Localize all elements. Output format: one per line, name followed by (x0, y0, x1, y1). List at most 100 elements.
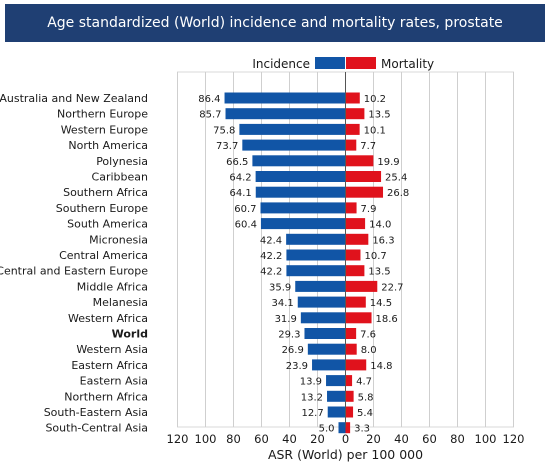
value-label-mortality: 5.8 (358, 392, 374, 403)
bar-incidence (307, 343, 346, 355)
bar-mortality (345, 390, 354, 402)
bar-mortality (345, 139, 357, 151)
value-label-mortality: 10.2 (364, 94, 386, 105)
category-label: South-Central Asia (45, 422, 148, 435)
value-label-mortality: 26.8 (387, 188, 409, 199)
bar-mortality (345, 328, 357, 339)
value-label-incidence: 42.2 (260, 267, 282, 278)
bar-incidence (286, 249, 346, 261)
value-label-mortality: 25.4 (385, 173, 407, 184)
value-label-incidence: 60.4 (235, 220, 257, 231)
value-label-incidence: 23.9 (286, 361, 308, 372)
bar-incidence (297, 296, 346, 308)
bar-mortality (345, 186, 384, 198)
bar-mortality (345, 375, 353, 387)
legend-label-incidence: Incidence (252, 57, 310, 71)
value-label-mortality: 22.7 (381, 282, 403, 293)
legend-label-mortality: Mortality (381, 57, 434, 71)
x-tick-label: 80 (226, 432, 241, 446)
bar-incidence (312, 359, 346, 371)
x-tick-label: 60 (254, 432, 269, 446)
x-tick-label: 120 (167, 432, 189, 446)
value-label-mortality: 19.9 (377, 157, 399, 168)
value-label-mortality: 4.7 (356, 377, 372, 388)
value-label-mortality: 14.8 (370, 361, 392, 372)
value-label-mortality: 16.3 (372, 235, 394, 246)
category-label: Australia and New Zealand (0, 92, 148, 105)
bar-incidence (286, 265, 346, 277)
value-label-incidence: 73.7 (216, 141, 238, 152)
bar-mortality (345, 92, 360, 104)
category-label: Western Asia (76, 343, 148, 356)
category-label: Caribbean (92, 171, 148, 184)
value-label-mortality: 10.7 (364, 251, 386, 262)
value-label-incidence: 85.7 (199, 110, 221, 121)
value-label-mortality: 14.5 (370, 298, 392, 309)
category-label: Polynesia (96, 155, 148, 168)
bar-mortality (345, 233, 369, 245)
value-label-mortality: 14.0 (369, 220, 391, 231)
legend-swatch-mortality (346, 57, 376, 69)
bar-mortality (345, 202, 357, 214)
bar-incidence (286, 233, 346, 245)
value-label-mortality: 13.5 (368, 110, 390, 121)
bar-mortality (345, 312, 372, 324)
value-label-mortality: 18.6 (376, 314, 398, 325)
bar-mortality (345, 359, 367, 371)
category-label: Eastern Africa (71, 359, 148, 372)
x-tick-label: 40 (394, 432, 409, 446)
value-label-incidence: 13.9 (300, 377, 322, 388)
x-tick-label: 0 (342, 432, 349, 446)
x-tick-label: 60 (422, 432, 437, 446)
category-label: North America (68, 139, 148, 152)
x-tick-label: 80 (450, 432, 465, 446)
category-label: Southern Africa (63, 186, 148, 199)
value-label-incidence: 64.2 (229, 173, 251, 184)
value-label-mortality: 7.6 (360, 330, 376, 341)
bar-mortality (345, 123, 360, 135)
value-label-mortality: 3.3 (354, 424, 370, 435)
category-label: Western Europe (61, 123, 149, 136)
bar-mortality (345, 296, 366, 308)
bar-mortality (345, 343, 357, 355)
value-label-incidence: 26.9 (282, 345, 304, 356)
category-label: Northern Europe (57, 108, 148, 121)
x-tick-label: 100 (475, 432, 497, 446)
chart-title-bar: Age standardized (World) incidence and m… (5, 4, 545, 42)
value-label-incidence: 42.4 (260, 235, 282, 246)
value-label-incidence: 60.7 (234, 204, 256, 215)
value-label-mortality: 5.4 (357, 408, 373, 419)
bar-incidence (326, 375, 346, 387)
value-label-incidence: 5.0 (319, 424, 335, 435)
value-label-incidence: 12.7 (301, 408, 323, 419)
category-label: Micronesia (89, 233, 148, 246)
value-label-incidence: 86.4 (198, 94, 220, 105)
category-label: Central America (59, 249, 148, 262)
bar-mortality (345, 249, 361, 261)
value-label-incidence: 75.8 (213, 125, 235, 136)
bar-incidence (255, 186, 346, 198)
value-label-incidence: 13.2 (301, 392, 323, 403)
category-label: World (112, 328, 148, 341)
value-label-incidence: 31.9 (275, 314, 297, 325)
category-label: South America (67, 218, 148, 231)
category-label: Eastern Asia (80, 375, 148, 388)
category-label: Central and Eastern Europe (0, 265, 148, 278)
bar-mortality (345, 265, 365, 277)
bar-mortality (345, 422, 351, 434)
value-label-incidence: 64.1 (229, 188, 251, 199)
bar-mortality (345, 406, 354, 418)
bar-incidence (260, 218, 346, 230)
x-tick-label: 120 (503, 432, 525, 446)
value-label-mortality: 7.7 (360, 141, 376, 152)
value-label-incidence: 34.1 (271, 298, 293, 309)
bar-incidence (260, 202, 346, 214)
category-label: Northern Africa (64, 390, 148, 403)
bar-incidence (327, 406, 346, 418)
bar-incidence (225, 108, 346, 120)
bar-incidence (242, 139, 346, 151)
legend-swatch-incidence (315, 57, 345, 69)
value-label-incidence: 66.5 (226, 157, 248, 168)
bar-incidence (300, 312, 346, 324)
